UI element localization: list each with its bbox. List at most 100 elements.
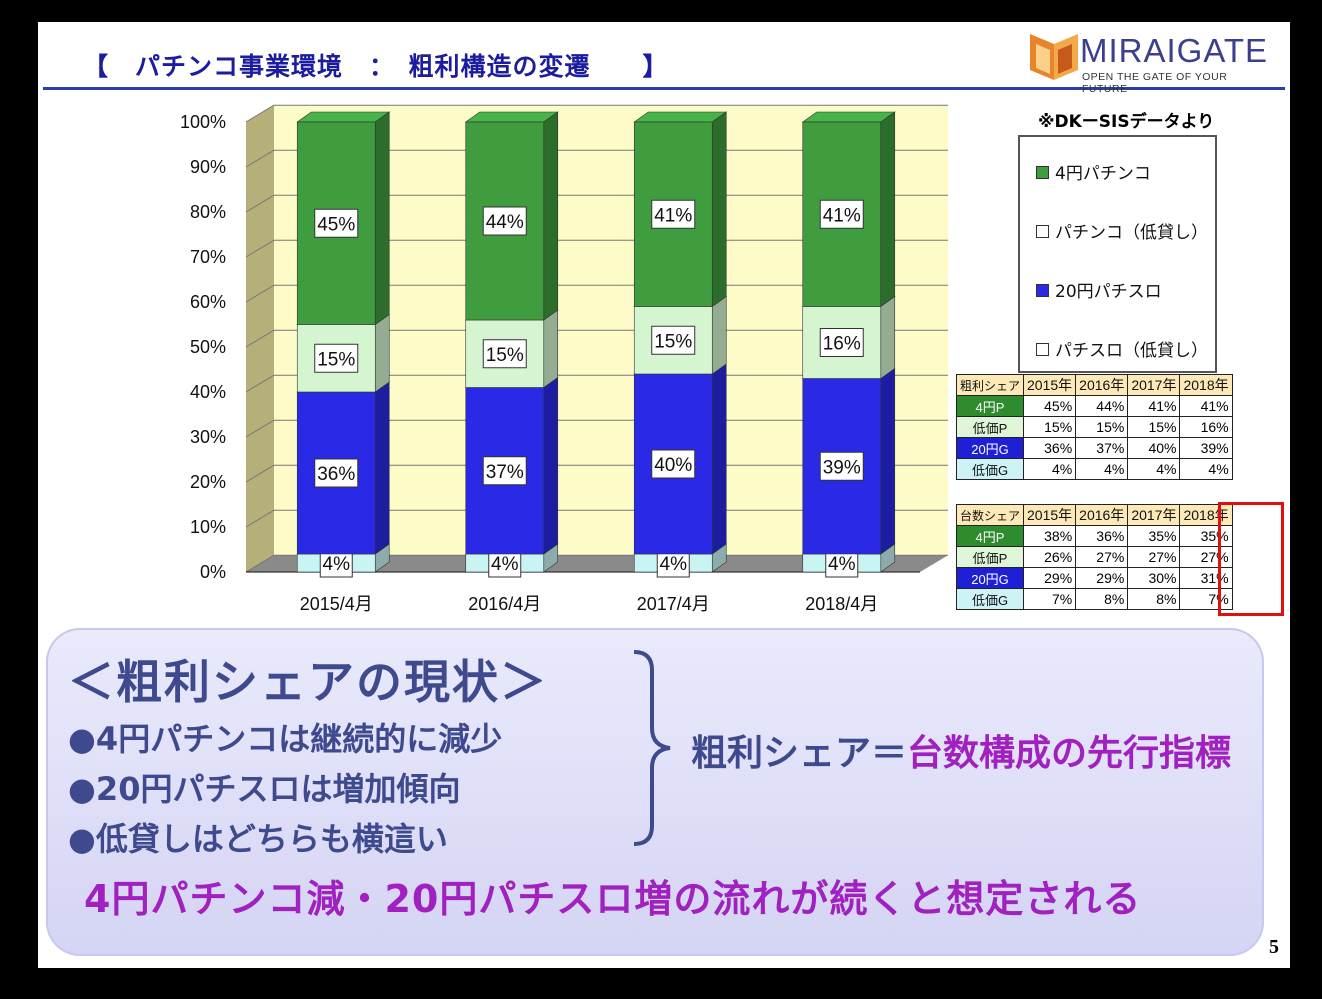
data-label-box: [482, 339, 527, 369]
table-cell: 26%: [1023, 546, 1077, 568]
bar-segment-top: [464, 111, 559, 123]
table-cell: 15%: [1127, 416, 1181, 438]
table-header-cell: 粗利シェア: [955, 374, 1025, 396]
legend-label: 4円パチンコ: [1055, 164, 1151, 184]
table-cell: 35%: [1127, 525, 1181, 547]
table-row: 低価G 7% 8% 8% 7%: [955, 588, 1233, 610]
logo-tagline: OPEN THE GATE OF YOUR FUTURE: [1082, 71, 1228, 95]
legend-swatch: [1036, 224, 1049, 238]
summary-bullet: ●4円パチンコは継続的に減少: [68, 720, 503, 758]
table-cell: 4%: [1023, 458, 1077, 480]
page-number: 5: [1269, 936, 1279, 958]
table-cell: 38%: [1023, 525, 1077, 547]
legend-item: パチンコ（低貸し）: [1036, 218, 1208, 243]
bar-segment-side: [711, 111, 727, 308]
x-tick-label: 2015/4月: [300, 594, 373, 614]
table-cell: 27%: [1127, 546, 1181, 568]
table-row: 4円P 38% 36% 35% 35%: [955, 525, 1233, 547]
chart-legend: 4円パチンコパチンコ（低貸し） 20円パチスロパチスロ（低貸し）: [1018, 135, 1217, 373]
table-cell: 44%: [1075, 395, 1129, 417]
bar-segment-top: [801, 111, 896, 123]
table-cell: 30%: [1127, 567, 1181, 589]
table-cell: 36%: [1075, 525, 1129, 547]
gridline-side: [245, 464, 275, 483]
data-label: 4%: [660, 554, 688, 575]
legend-item: パチスロ（低貸し）: [1036, 336, 1208, 361]
table-cell: 45%: [1023, 395, 1077, 417]
y-tick-label: 40%: [190, 382, 226, 402]
legend-label: パチンコ（低貸し）: [1055, 223, 1208, 243]
conclusion-text: 4円パチンコ減・20円パチスロ増の流れが続くと想定される: [84, 877, 1142, 921]
y-tick-label: 10%: [190, 517, 226, 537]
legend-swatch: [1036, 165, 1049, 179]
table-row: 4円P 45% 44% 41% 41%: [955, 395, 1233, 417]
gridline-side: [245, 509, 275, 528]
table-cell: 41%: [1127, 395, 1181, 417]
summary-panel: ＜粗利シェアの現状＞ ●4円パチンコは継続的に減少 ●20円パチスロは増加傾向 …: [46, 628, 1264, 956]
data-label-box: [314, 343, 359, 373]
x-tick-label: 2017/4月: [637, 594, 710, 614]
data-label-box: [651, 325, 696, 355]
gridline-side: [245, 329, 275, 348]
bar-segment-side: [711, 295, 727, 375]
bar-segment-top: [296, 111, 391, 123]
table-row: 低価P 15% 15% 15% 16%: [955, 416, 1233, 438]
bar-segment-side: [880, 295, 896, 380]
equation-statement: 粗利シェア＝台数構成の先行指標: [691, 724, 1231, 776]
table-row-label: 低価G: [955, 458, 1025, 480]
y-tick-label: 50%: [190, 337, 226, 357]
table-cell: 7%: [1023, 588, 1077, 610]
right-brace-icon: [633, 650, 671, 846]
y-tick-label: 20%: [190, 472, 226, 492]
y-tick-label: 80%: [190, 202, 226, 222]
bar-segment-side: [374, 111, 390, 326]
data-label: 40%: [654, 455, 692, 476]
bar-segment-side: [543, 309, 559, 389]
unit-share-table: 台数シェア 2015年 2016年 2017年 2018年 4円P 38% 36% 35% 35%…: [955, 504, 1233, 610]
table-row-label: 低価G: [955, 588, 1025, 610]
table-cell: 4%: [1179, 458, 1233, 480]
table-cell: 27%: [1075, 546, 1129, 568]
y-tick-label: 70%: [190, 247, 226, 267]
table-row-label: 4円P: [955, 525, 1025, 547]
gridline-side: [245, 149, 275, 168]
y-tick-label: 60%: [190, 292, 226, 312]
data-label-box: [651, 449, 696, 479]
gridline-side: [245, 374, 275, 393]
title-divider: [43, 87, 1285, 90]
legend-item: 4円パチンコ: [1036, 159, 1151, 184]
bar-segment-side: [374, 381, 390, 555]
legend-item: 20円パチスロ: [1036, 277, 1162, 302]
source-note: ※DKーSISデータより: [1038, 112, 1215, 132]
x-tick-label: 2018/4月: [805, 594, 878, 614]
data-label: 4%: [828, 554, 856, 575]
table-cell: 8%: [1075, 588, 1129, 610]
table-cell: 4%: [1127, 458, 1181, 480]
highlight-2018-column: [1218, 502, 1284, 616]
data-label: 15%: [486, 345, 524, 366]
y-tick-label: 30%: [190, 427, 226, 447]
table-cell: 41%: [1179, 395, 1233, 417]
y-tick-label: 100%: [180, 112, 226, 132]
table-cell: 29%: [1023, 567, 1077, 589]
page-title: 【 パチンコ事業環境 ： 粗利構造の変遷 】: [83, 52, 669, 81]
table-row: 低価P 26% 27% 27% 27%: [955, 546, 1233, 568]
table-header-cell: 2016年: [1075, 504, 1129, 526]
table-row-label: 20円G: [955, 437, 1025, 459]
data-label: 37%: [486, 462, 524, 483]
gross-share-table: 粗利シェア 2015年 2016年 2017年 2018年 4円P 45% 44% 41% 41%…: [955, 374, 1233, 480]
y-tick-label: 90%: [190, 157, 226, 177]
table-cell: 39%: [1179, 437, 1233, 459]
logo-wordmark: MIRAIGATE: [1080, 32, 1269, 69]
data-label: 4%: [491, 554, 519, 575]
gridline-side: [245, 419, 275, 438]
chart-floor: [246, 555, 948, 572]
data-label: 44%: [486, 212, 524, 233]
data-label: 15%: [317, 349, 355, 370]
gridline-side: [245, 194, 275, 213]
data-label: 36%: [317, 464, 355, 485]
equation-lhs: 粗利シェア＝: [691, 733, 908, 774]
legend-swatch: [1036, 283, 1049, 297]
data-label: 16%: [823, 334, 861, 355]
bar-segment-side: [543, 376, 559, 555]
